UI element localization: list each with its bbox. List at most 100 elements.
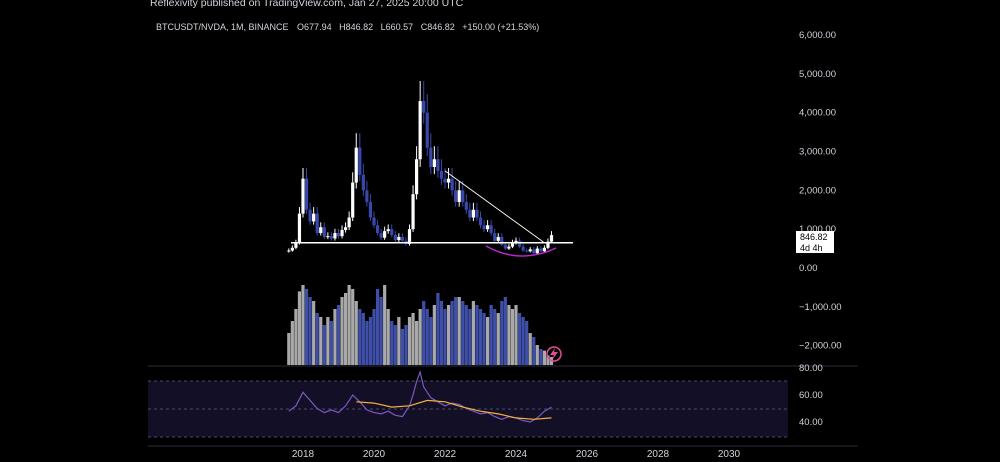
volume-bar: [304, 289, 309, 365]
svg-text:BTCUSDT/NVDA, 1M, BINANCE: BTCUSDT/NVDA, 1M, BINANCE O677.94 H846.8…: [156, 22, 539, 32]
candle-body: [400, 236, 404, 241]
volume-bar: [354, 301, 358, 365]
volume-bar: [514, 305, 518, 365]
volume-bar: [432, 305, 436, 365]
candle-body: [439, 170, 444, 179]
volume-bar: [326, 317, 330, 365]
volume-bar: [457, 297, 461, 365]
candle-body: [493, 233, 497, 241]
candle-body: [322, 227, 326, 237]
rsi-axis-tick-label: 60.00: [799, 390, 823, 401]
candle-body: [397, 236, 401, 241]
time-axis-tick-label: 2028: [647, 449, 670, 460]
candle-body: [351, 182, 355, 218]
volume-bar: [290, 321, 294, 365]
ohlc-open: O677.94: [297, 22, 332, 32]
candle-body: [368, 201, 373, 218]
rounded-bottom-arc[interactable]: [485, 245, 557, 257]
volume-bar: [521, 317, 525, 365]
candle-body: [319, 227, 323, 234]
volume-bar: [507, 305, 511, 365]
volume-bar: [287, 333, 291, 365]
candle-body: [418, 101, 422, 160]
rsi-ma-series-line: [356, 399, 552, 420]
volume-bar: [404, 325, 408, 365]
candle-body: [422, 101, 426, 113]
volume-bar: [517, 313, 522, 365]
candle-body: [393, 234, 397, 241]
volume-bar: [390, 321, 394, 365]
candle-body: [383, 231, 387, 238]
volume-bar: [411, 313, 415, 365]
candle-body: [454, 190, 458, 202]
candle-body: [411, 194, 415, 230]
volume-bar: [393, 325, 397, 365]
volume-bar: [361, 313, 365, 365]
volume-bar: [372, 309, 376, 365]
candle-body: [500, 236, 504, 245]
time-axis-tick-label: 2020: [363, 449, 386, 460]
candle-body: [358, 147, 362, 175]
candle-body: [347, 217, 351, 228]
volume-bar: [500, 301, 504, 365]
price-axis-tick-label: 3,000.00: [799, 147, 836, 158]
descending-trendline[interactable]: [444, 170, 545, 244]
candle-body: [365, 190, 369, 202]
price-badge: 846.82 4d 4h: [796, 231, 834, 253]
volume-bar: [542, 350, 546, 365]
volume-bar: [347, 285, 351, 365]
price-axis-tick-label: 2,000.00: [799, 185, 836, 196]
volume-bar: [482, 313, 486, 365]
candle-body: [496, 236, 500, 241]
candle-body: [294, 242, 298, 248]
ohlc-change: +150.00 (+21.53%): [462, 22, 539, 32]
candle-body: [354, 147, 358, 183]
volume-bar: [368, 317, 373, 365]
candle-body: [308, 209, 312, 222]
time-axis-tick-label: 2024: [505, 449, 528, 460]
volume-bar: [415, 321, 419, 365]
candle-body: [329, 236, 333, 239]
candle-body: [304, 178, 309, 210]
candle-body: [525, 250, 529, 252]
time-axis-tick-label: 2026: [576, 449, 599, 460]
candle-body: [517, 240, 522, 247]
candle-body: [482, 225, 486, 230]
candle-body: [510, 242, 515, 247]
symbol-header: BTCUSDT/NVDA, 1M, BINANCE: [156, 22, 289, 32]
candle-body: [471, 209, 475, 218]
time-axis-tick-label: 2018: [292, 449, 315, 460]
volume-bar: [351, 289, 355, 365]
volume-bar: [407, 317, 412, 365]
flash-icon[interactable]: [546, 346, 562, 362]
candle-body: [450, 178, 454, 191]
volume-bar: [429, 317, 433, 365]
candle-body: [287, 250, 291, 252]
volume-bar: [418, 309, 422, 365]
ohlc-low: L660.57: [381, 22, 414, 32]
ohlc-high: H846.82: [339, 22, 373, 32]
candle-body: [546, 241, 550, 248]
candle-body: [326, 236, 330, 238]
volume-bar: [297, 291, 302, 365]
price-axis-tick-label: 5,000.00: [799, 69, 836, 80]
volume-bar: [496, 313, 500, 365]
volume-bar: [503, 297, 507, 365]
candle-body: [425, 112, 429, 148]
rsi-series-line: [288, 370, 552, 423]
candle-body: [528, 249, 532, 252]
volume-bar: [439, 301, 444, 365]
candle-body: [532, 249, 536, 254]
rsi-axis-tick-label: 40.00: [799, 417, 823, 428]
price-axis-tick-label: 0.00: [799, 263, 818, 274]
candle-body: [514, 240, 518, 243]
volume-bar: [478, 309, 483, 365]
candle-body: [443, 178, 447, 183]
volume-bar: [489, 305, 493, 365]
volume-bar: [422, 301, 426, 365]
candle-body: [486, 225, 490, 230]
price-axis-tick-label: 1,000.00: [799, 224, 836, 235]
candle-body: [457, 190, 461, 202]
volume-bar: [358, 309, 362, 365]
candle-body: [507, 246, 511, 249]
